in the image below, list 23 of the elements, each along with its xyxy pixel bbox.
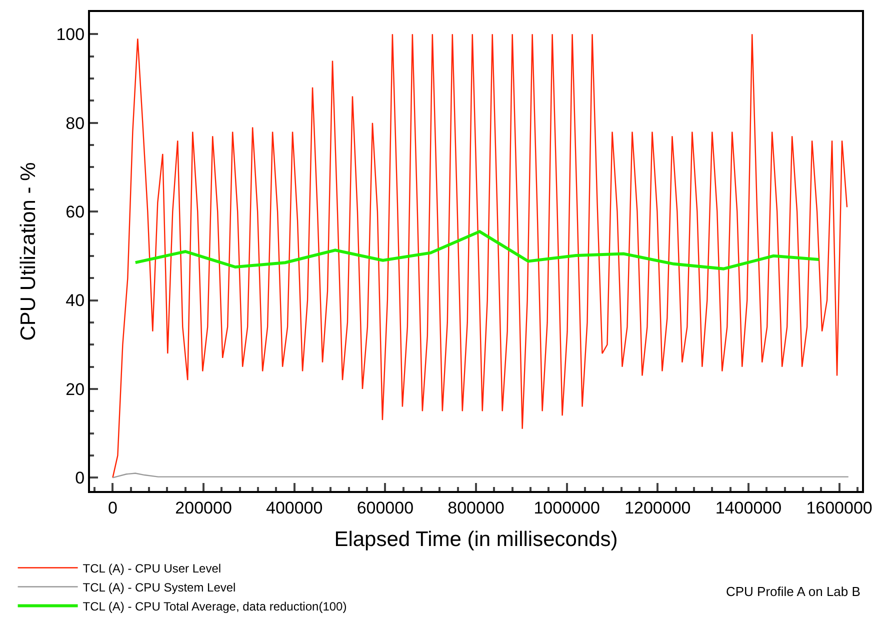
legend-label: TCL (A) - CPU User Level: [82, 561, 222, 576]
text: CPU Profile A on Lab B: [726, 584, 860, 599]
line-series: [134, 230, 820, 270]
y-tick-label: 40: [66, 291, 85, 310]
y-tick-label: 60: [66, 202, 85, 222]
x-tick-label: 1600000: [806, 498, 872, 518]
x-tick-label: 200000: [175, 498, 232, 518]
y-tick-label: 0: [75, 468, 85, 488]
legend-label: TCL (A) - CPU Total Average, data reduction(100): [82, 599, 347, 614]
line-series: [112, 34, 848, 478]
y-tick-label: 20: [66, 380, 85, 399]
y-axis-title: CPU Utilization - %: [16, 162, 40, 341]
x-axis-title: Elapsed Time (in milliseconds): [334, 528, 618, 552]
x-tick-label: 1200000: [624, 498, 691, 518]
y-tick-label: 80: [66, 114, 85, 133]
x-tick-label: 600000: [356, 498, 414, 518]
x-tick-label: 800000: [448, 498, 504, 518]
x-tick-label: 400000: [266, 498, 323, 518]
x-tick-label: 1000000: [534, 498, 600, 518]
x-tick-label: 0: [108, 498, 118, 518]
legend-label: TCL (A) - CPU System Level: [82, 580, 236, 594]
y-tick-label: 100: [56, 25, 85, 44]
x-tick-label: 1400000: [715, 498, 782, 518]
